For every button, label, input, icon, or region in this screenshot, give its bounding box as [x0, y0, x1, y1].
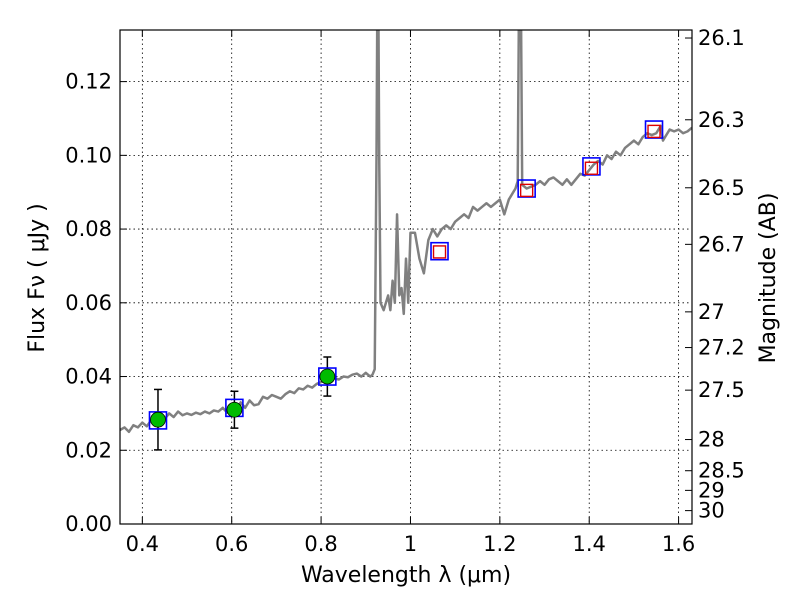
x-tick-label: 1.2 — [483, 532, 516, 556]
right-tick-label: 26.7 — [698, 232, 745, 256]
x-tick-label: 0.4 — [126, 532, 159, 556]
right-tick-label: 26.3 — [698, 108, 745, 132]
y-tick-label: 0.08 — [65, 217, 112, 241]
y-tick-label: 0.02 — [65, 438, 112, 462]
right-y-axis-label: Magnitude (AB) — [756, 193, 781, 364]
x-tick-label: 0.8 — [304, 532, 337, 556]
x-tick-label: 1.6 — [662, 532, 695, 556]
tick-labels: 0.4 0.6 0.8 1 1.2 1.4 1.6 0.00 0.02 0.04 0.06 0.08 0… — [65, 26, 745, 556]
x-tick-label: 1.4 — [573, 532, 606, 556]
model-photometry-square — [430, 241, 449, 261]
right-tick-label: 28.5 — [698, 459, 745, 483]
right-tick-label: 27.5 — [698, 378, 745, 402]
right-tick-label: 30 — [698, 499, 725, 523]
data-series — [120, 30, 692, 451]
upper-limit-square — [647, 124, 661, 139]
y-tick-label: 0.12 — [65, 70, 112, 94]
right-tick-label: 27.2 — [698, 336, 745, 360]
upper-limit-square — [584, 161, 599, 175]
detection-point — [319, 368, 336, 385]
axis-ticks — [120, 30, 692, 525]
y-tick-label: 0.04 — [65, 365, 112, 389]
right-tick-label: 28 — [698, 428, 725, 452]
y-tick-label: 0.00 — [65, 512, 112, 536]
plot-frame — [119, 29, 693, 525]
right-tick-label: 27 — [698, 300, 725, 324]
detection-point — [226, 401, 243, 418]
right-tick-label: 26.5 — [698, 176, 745, 200]
upper-limit-square — [432, 245, 447, 259]
x-tick-label: 0.6 — [215, 532, 248, 556]
x-tick-label: 1 — [404, 532, 417, 556]
y-tick-label: 0.06 — [65, 291, 112, 315]
right-tick-label: 26.1 — [698, 26, 745, 50]
y-tick-label: 0.10 — [65, 143, 112, 167]
upper-limit-square — [519, 183, 534, 198]
model-photometry-square — [318, 367, 337, 386]
detection-point — [150, 411, 166, 428]
x-axis-label: Wavelength λ (μm) — [301, 563, 511, 588]
y-axis-label: Flux Fν ( μJy ) — [25, 203, 50, 352]
right-tick-label: 29 — [698, 478, 725, 502]
